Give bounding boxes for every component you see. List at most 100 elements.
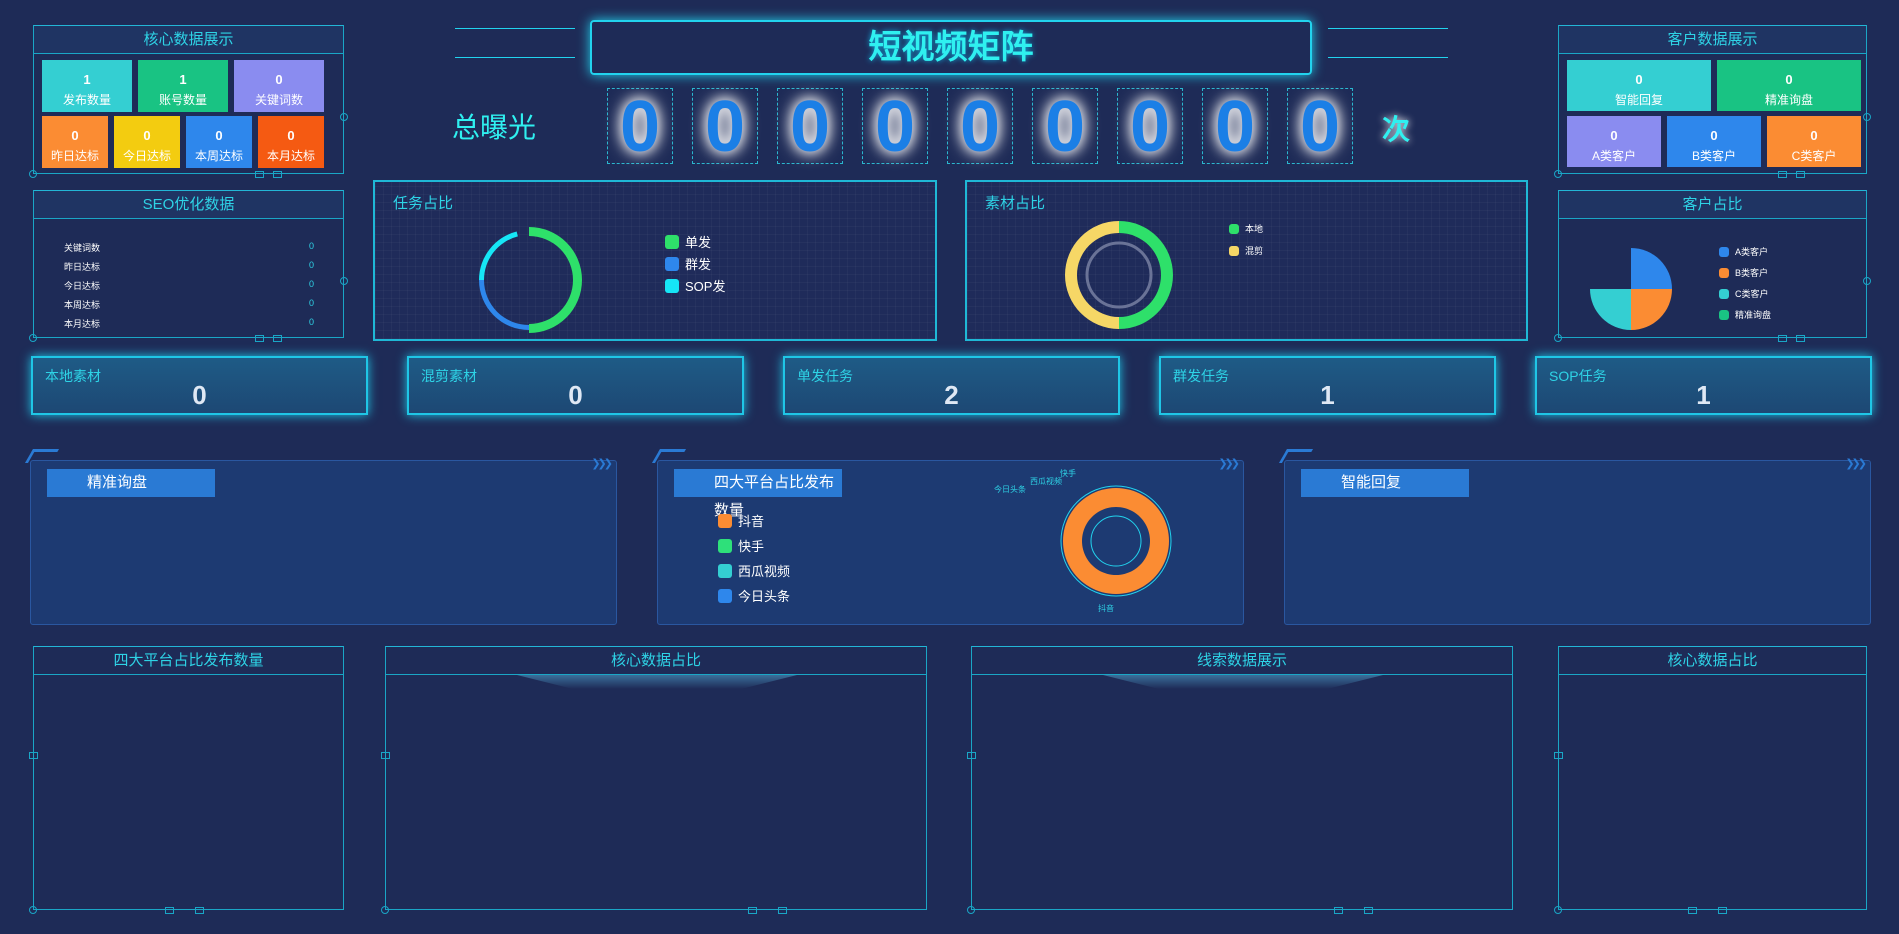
panel-title: 核心数据展示 [34, 26, 343, 54]
seo-row: 昨日达标 0 [64, 260, 314, 273]
square-node-icon [1334, 907, 1343, 914]
bottom-panel: 核心数据占比 [381, 646, 927, 914]
legend-item[interactable]: 精准询盘 [1719, 308, 1771, 321]
stat-tile[interactable]: 0 C类客户 [1767, 116, 1861, 167]
exposure-digit: 0 [1287, 88, 1353, 165]
side-node-icon [340, 112, 348, 121]
square-node-icon [1796, 171, 1805, 178]
stat-tile[interactable]: 0 精准询盘 [1717, 60, 1861, 111]
seo-label: 昨日达标 [64, 262, 101, 272]
tile-value: 1 [83, 72, 91, 87]
panel-title: 四大平台占比发布数量 [674, 469, 842, 519]
legend-swatch [665, 278, 679, 293]
legend-item[interactable]: C类客户 [1719, 287, 1769, 300]
corner-node-icon [29, 906, 37, 914]
stat-tile[interactable]: 0 关键词数 [234, 60, 324, 112]
tile-label: 发布数量 [62, 93, 111, 107]
panel-title: 客户占比 [1559, 191, 1866, 219]
legend-swatch [718, 588, 732, 603]
glow-bar [1103, 675, 1383, 689]
exposure-digit: 0 [777, 88, 843, 165]
tile-label: B类客户 [1691, 149, 1736, 163]
legend-item[interactable]: 抖音 [718, 511, 764, 530]
panel-title: 客户数据展示 [1559, 26, 1866, 54]
seo-value: 0 [308, 241, 314, 251]
legend-swatch [1229, 245, 1239, 256]
square-node-icon [381, 752, 390, 759]
legend-label: 抖音 [738, 514, 765, 529]
chevrons-icon: ❯❯❯ [591, 458, 613, 470]
legend-swatch [1719, 309, 1729, 320]
legend-item[interactable]: 本地 [1229, 222, 1263, 235]
legend-label: 群发 [685, 257, 712, 272]
slice-SOP发[interactable] [479, 231, 518, 280]
slice-单发[interactable] [529, 227, 582, 333]
corner-node-icon [967, 906, 975, 914]
stat-tile[interactable]: 1 账号数量 [138, 60, 228, 112]
legend-item[interactable]: B类客户 [1719, 266, 1768, 279]
stat-label: 单发任务 [797, 368, 853, 384]
legend-item[interactable]: A类客户 [1719, 245, 1768, 258]
stat-tile[interactable]: 0 昨日达标 [42, 116, 108, 168]
exposure-digit: 0 [862, 88, 928, 165]
legend-label: B类客户 [1735, 268, 1769, 278]
square-node-icon [1364, 907, 1373, 914]
square-node-icon [273, 335, 282, 342]
legend-label: A类客户 [1735, 247, 1769, 257]
tile-label: A类客户 [1591, 149, 1636, 163]
legend-item[interactable]: SOP发 [665, 276, 725, 295]
square-node-icon [778, 907, 787, 914]
tile-label: 关键词数 [254, 93, 303, 107]
square-node-icon [255, 171, 264, 178]
panel-title: 任务占比 [393, 195, 454, 212]
tile-value: 0 [287, 128, 295, 143]
slice-混剪[interactable] [1065, 221, 1119, 329]
legend-swatch [665, 234, 679, 249]
corner-node-icon [1554, 906, 1562, 914]
legend-item[interactable]: 混剪 [1229, 244, 1263, 257]
seo-value: 0 [308, 260, 314, 270]
slice-群发[interactable] [479, 280, 529, 330]
square-node-icon [165, 907, 174, 914]
seo-panel: SEO优化数据 关键词数 0 昨日达标 0 今日达标 0 本周达标 0 本月达标 0 [29, 190, 348, 342]
stat-tile[interactable]: 0 本周达标 [186, 116, 252, 168]
exposure-digit: 0 [607, 88, 673, 165]
square-node-icon [1554, 752, 1563, 759]
stat-tile[interactable]: 0 A类客户 [1567, 116, 1661, 167]
mid-panel: 智能回复 ❯❯❯ [1278, 449, 1871, 625]
stat-tile[interactable]: 0 智能回复 [1567, 60, 1711, 111]
seo-value: 0 [308, 317, 314, 327]
legend-label: 今日头条 [738, 589, 791, 604]
stat-tile[interactable]: 0 本月达标 [258, 116, 324, 168]
corner-decoration [651, 449, 687, 463]
legend-label: 西瓜视频 [738, 564, 791, 579]
stat-card: 群发任务 1 [1159, 356, 1496, 415]
slice-抖音[interactable] [1062, 488, 1169, 594]
task-donut-chart [479, 227, 582, 333]
stat-card: SOP任务 1 [1535, 356, 1872, 415]
slice-B类客户[interactable] [1631, 289, 1672, 330]
stat-tile[interactable]: 1 发布数量 [42, 60, 132, 112]
task-ratio-panel: 任务占比 单发群发 SOP发 [373, 180, 937, 341]
legend-item[interactable]: 今日头条 [718, 586, 790, 605]
legend-item[interactable]: 群发 [665, 254, 711, 273]
stat-tile[interactable]: 0 今日达标 [114, 116, 180, 168]
exposure-digit: 0 [1117, 88, 1183, 165]
stat-value: 0 [568, 380, 583, 410]
slice-A类客户[interactable] [1631, 248, 1672, 289]
tile-value: 0 [71, 128, 79, 143]
stat-value: 1 [1696, 380, 1711, 410]
legend-item[interactable]: 西瓜视频 [718, 561, 790, 580]
tile-value: 0 [275, 72, 283, 87]
square-node-icon [1718, 907, 1727, 914]
legend-item[interactable]: 单发 [665, 232, 711, 251]
label-西瓜视频: 西瓜视频 [1030, 476, 1062, 486]
slice-本地[interactable] [1119, 221, 1173, 329]
legend-item[interactable]: 快手 [718, 536, 764, 555]
label-快手: 快手 [1060, 468, 1076, 478]
square-node-icon [1778, 171, 1787, 178]
stat-tile[interactable]: 0 B类客户 [1667, 116, 1761, 167]
slice-C类客户[interactable] [1590, 289, 1631, 330]
material-ratio-panel: 素材占比 本地 混剪 [965, 180, 1528, 341]
seo-label: 关键词数 [64, 243, 101, 253]
